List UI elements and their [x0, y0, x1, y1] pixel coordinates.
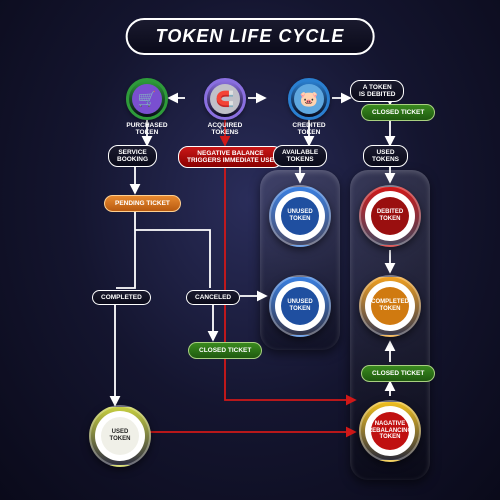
- label-closed-ticket-1: CLOSED TICKET: [361, 104, 435, 121]
- label-closed-ticket-3: CLOSED TICKET: [361, 365, 435, 382]
- node-label: ACQUIREDTOKENS: [204, 122, 246, 136]
- token-used: USEDTOKEN: [89, 405, 151, 467]
- label-token-debited: A TOKENIS DEBITED: [350, 80, 404, 102]
- node-credited-token: 🐷 CREDITEDTOKEN: [288, 78, 330, 136]
- node-label: PURCHASEDTOKEN: [126, 122, 168, 136]
- token-debited: DEBITEDTOKEN: [359, 185, 421, 247]
- label-canceled: CANCELED: [186, 290, 240, 305]
- cart-icon: 🛒: [126, 78, 168, 120]
- label-completed: COMPLETED: [92, 290, 151, 305]
- piggy-icon: 🐷: [288, 78, 330, 120]
- label-available-tokens: AVAILABLETOKENS: [273, 145, 327, 167]
- label-closed-ticket-2: CLOSED TICKET: [188, 342, 262, 359]
- token-unused-1: UNUSEDTOKEN: [269, 185, 331, 247]
- node-acquired-tokens: 🧲 ACQUIREDTOKENS: [204, 78, 246, 136]
- label-negative-balance: NEGATIVE BALANCETRIGGERS IMMEDIATE USE: [178, 146, 283, 168]
- node-label: CREDITEDTOKEN: [288, 122, 330, 136]
- token-completed: COMPLETEDTOKEN: [359, 275, 421, 337]
- diagram-title: TOKEN LIFE CYCLE: [126, 18, 375, 55]
- token-unused-2: UNUSEDTOKEN: [269, 275, 331, 337]
- magnet-icon: 🧲: [204, 78, 246, 120]
- node-purchased-token: 🛒 PURCHASEDTOKEN: [126, 78, 168, 136]
- label-used-tokens: USEDTOKENS: [363, 145, 408, 167]
- label-service-booking: SERVICEBOOKING: [108, 145, 157, 167]
- label-pending-ticket: PENDING TICKET: [104, 195, 181, 212]
- token-negative-rebalancing: NAGATIVEREBALANCINGTOKEN: [359, 400, 421, 462]
